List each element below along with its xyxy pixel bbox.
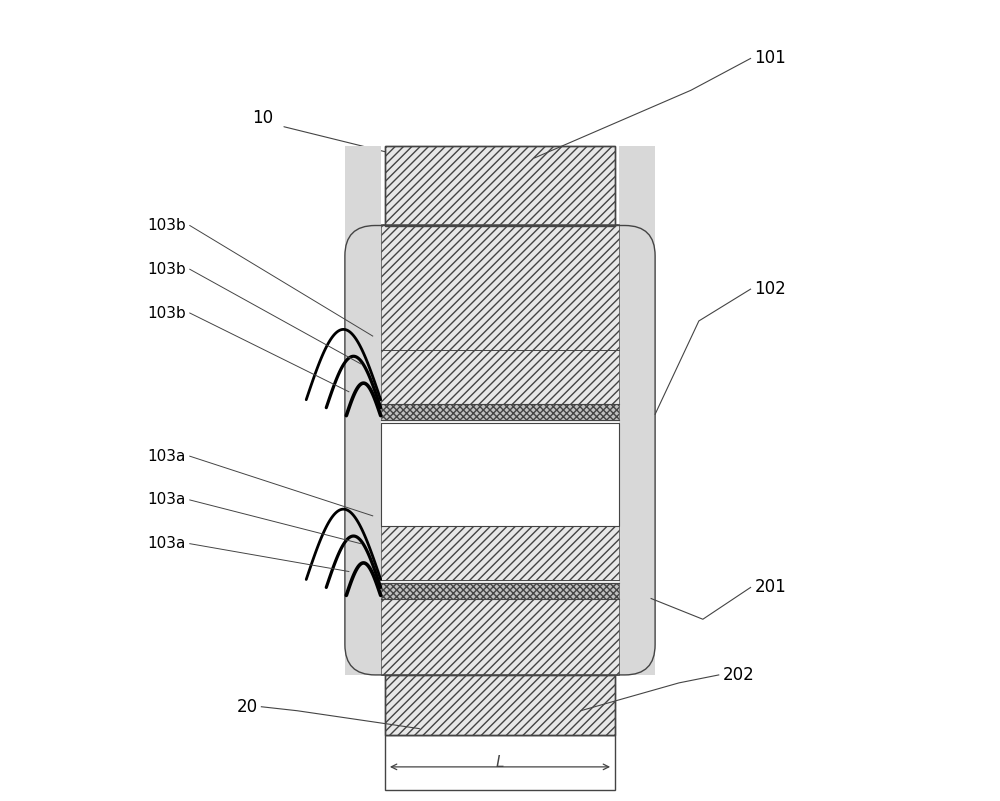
Bar xyxy=(619,256,655,645)
Bar xyxy=(381,404,619,420)
Bar xyxy=(381,349,619,404)
Text: 101: 101 xyxy=(755,50,786,67)
Bar xyxy=(619,146,655,226)
Text: 202: 202 xyxy=(723,666,754,684)
Bar xyxy=(619,645,655,675)
Bar xyxy=(381,224,619,349)
Bar xyxy=(345,146,381,226)
Text: 20: 20 xyxy=(236,698,257,716)
Text: 102: 102 xyxy=(755,280,786,298)
Bar xyxy=(385,675,615,735)
Bar xyxy=(345,226,381,256)
Bar xyxy=(381,526,619,580)
Bar xyxy=(381,420,619,423)
Bar xyxy=(385,735,615,791)
Text: 103b: 103b xyxy=(147,262,186,277)
Bar xyxy=(345,645,381,675)
Text: 103a: 103a xyxy=(147,493,186,507)
Bar xyxy=(385,146,615,226)
Bar xyxy=(381,599,619,675)
Text: 103a: 103a xyxy=(147,449,186,464)
Bar xyxy=(385,146,615,226)
Text: 103b: 103b xyxy=(147,218,186,233)
FancyBboxPatch shape xyxy=(345,226,655,675)
Bar xyxy=(381,583,619,599)
Text: 10: 10 xyxy=(252,109,273,127)
Text: L: L xyxy=(496,755,504,770)
Text: 103b: 103b xyxy=(147,305,186,320)
Bar xyxy=(385,675,615,735)
Bar xyxy=(381,423,619,526)
Bar xyxy=(619,226,655,256)
Bar xyxy=(381,580,619,583)
Bar xyxy=(345,256,381,645)
Text: 201: 201 xyxy=(755,578,786,597)
Text: 103a: 103a xyxy=(147,536,186,551)
